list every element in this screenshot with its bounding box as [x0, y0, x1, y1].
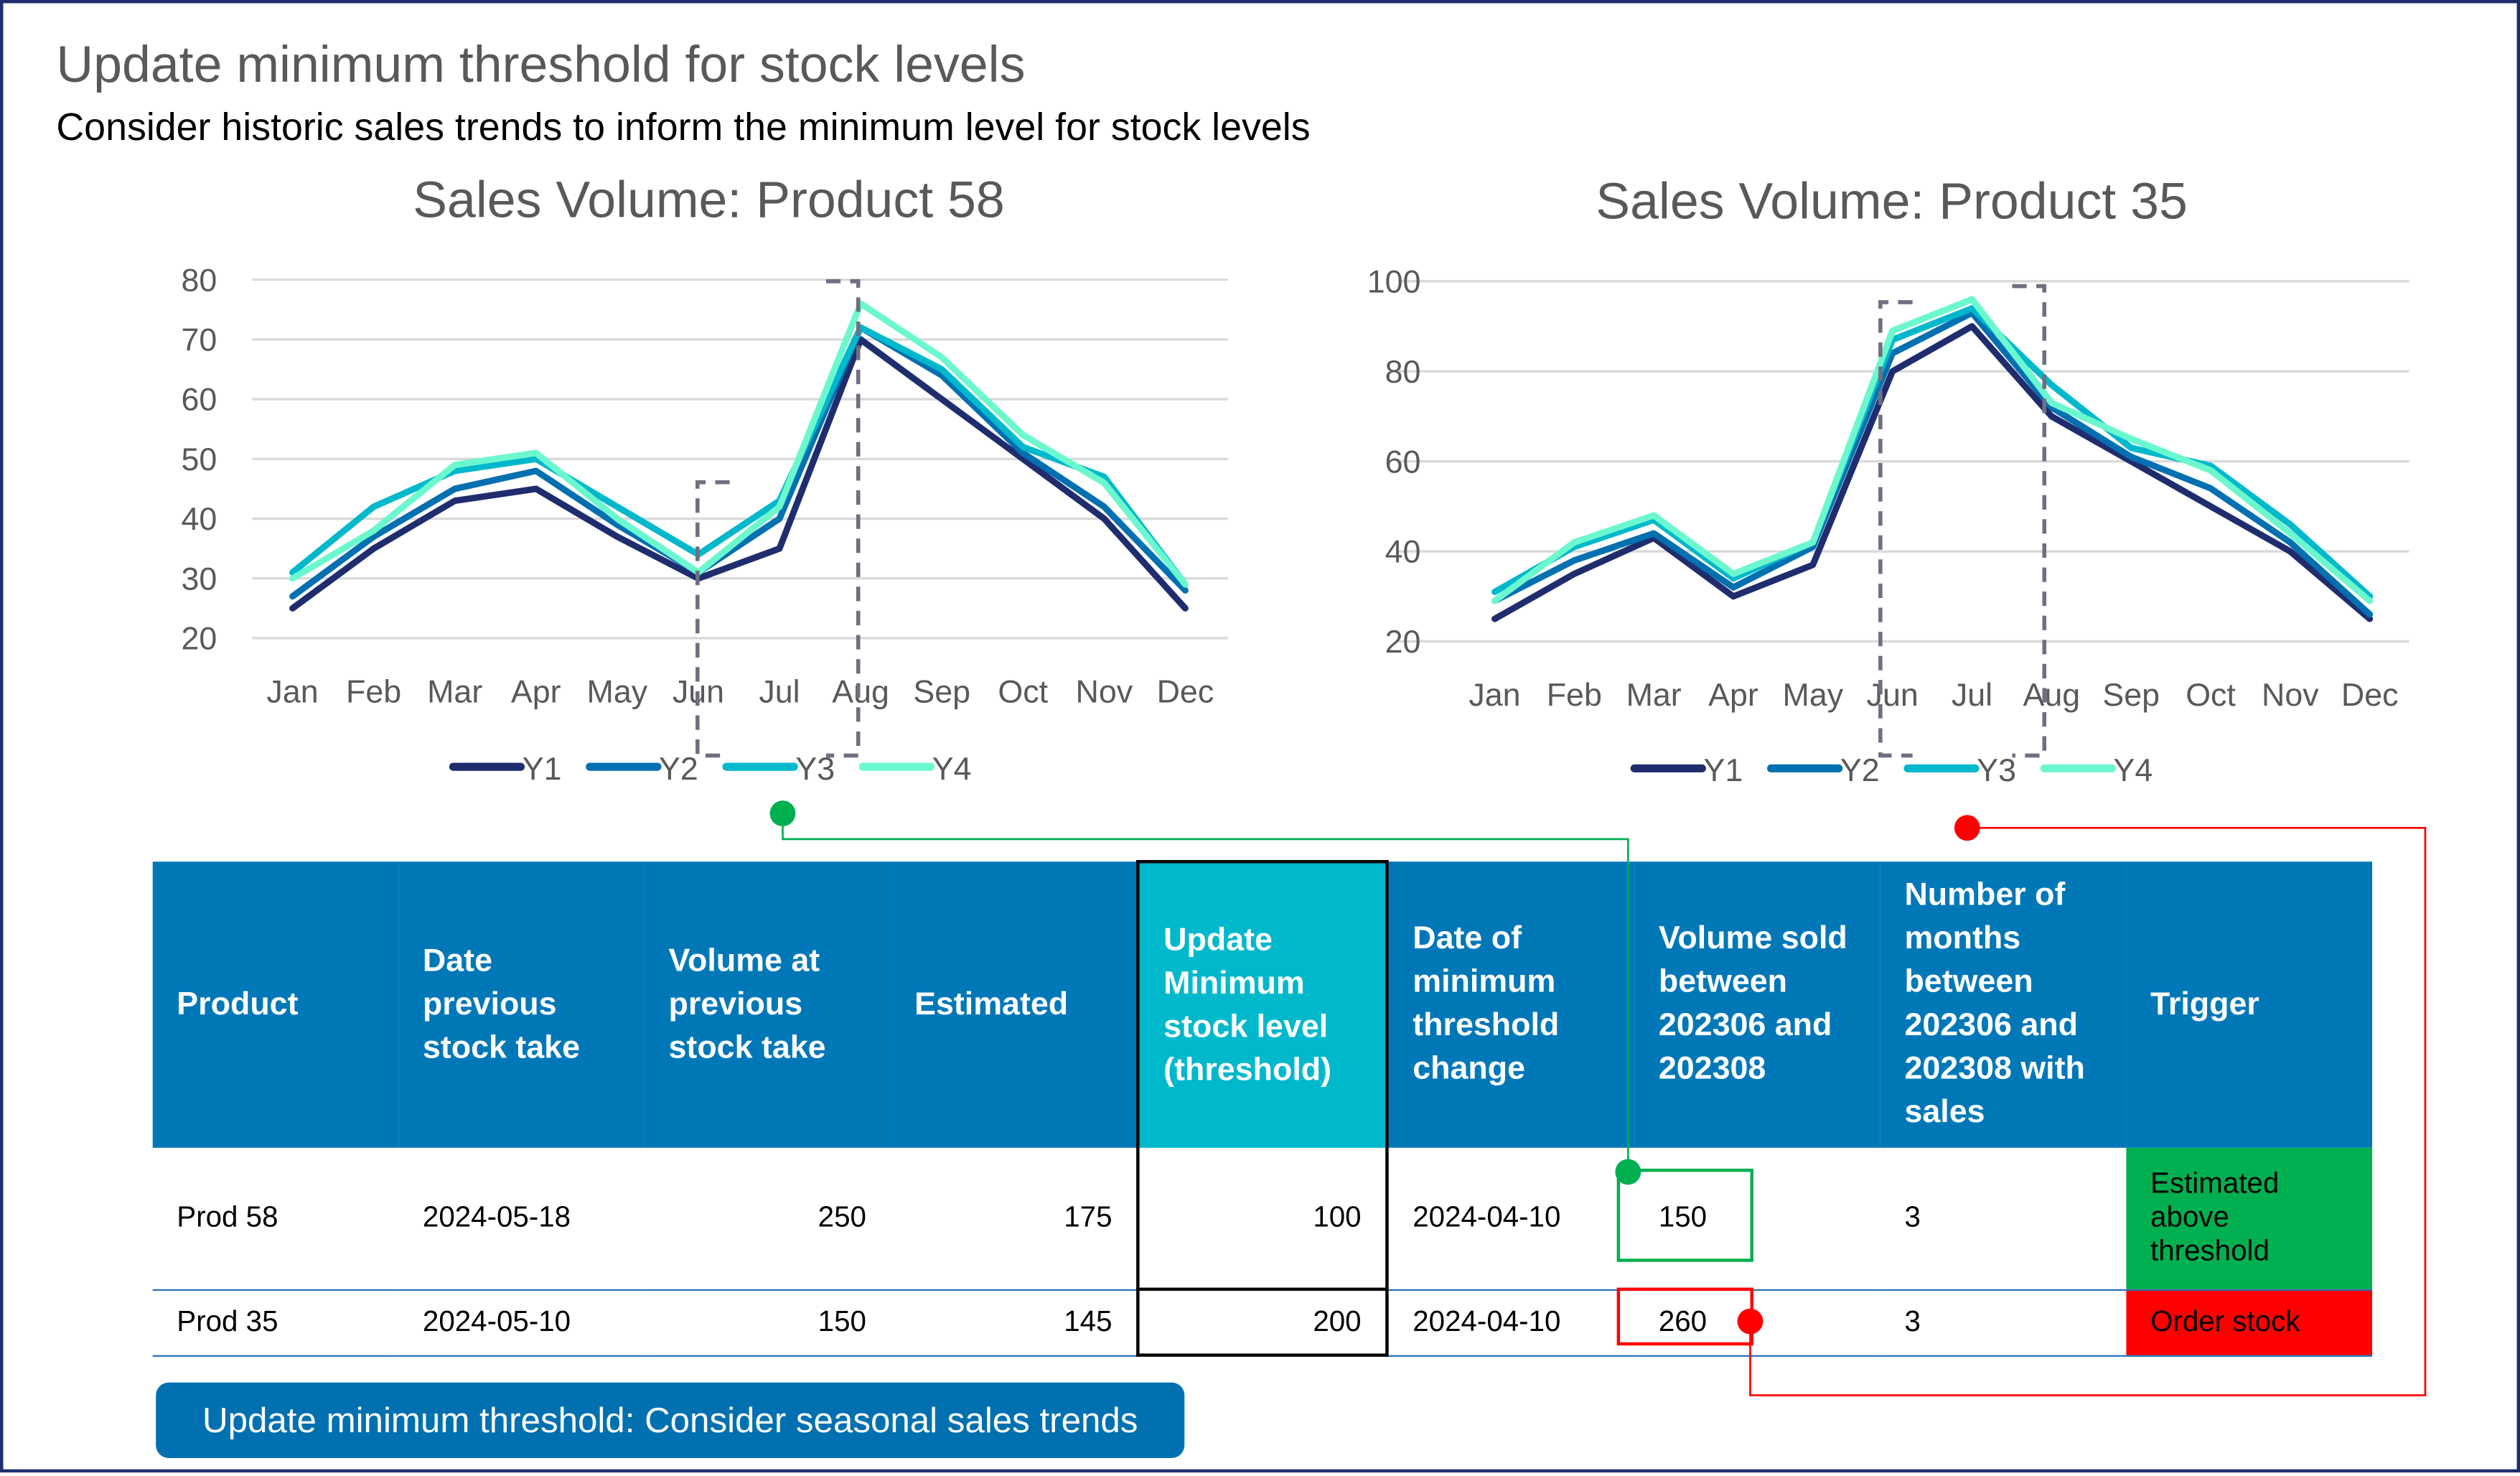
highlight-bracket [2012, 284, 2047, 758]
legend-label: Y4 [2114, 752, 2153, 788]
x-tick-label: Jul [1952, 677, 1992, 713]
col-header: Product [152, 861, 399, 1148]
x-tick-label: Apr [1708, 677, 1758, 713]
page-title: Update minimum threshold for stock level… [56, 35, 1026, 93]
table-row: Prod 35 2024-05-10 150 145 200 2024-04-1… [152, 1289, 2373, 1357]
connector-red [1749, 826, 2427, 1396]
connector-overlay [769, 800, 2427, 1396]
y-tick-label: 60 [181, 382, 217, 418]
legend-label: Y1 [1704, 752, 1743, 788]
connector-green [782, 813, 1629, 1172]
x-tick-label: Jul [759, 674, 800, 710]
x-tick-label: Feb [1547, 677, 1602, 713]
x-tick-label: Dec [2341, 677, 2399, 713]
trigger-badge: Estimated above threshold [2126, 1147, 2373, 1290]
cell-estimated: 175 [890, 1147, 1138, 1290]
y-tick-label: 20 [181, 621, 217, 657]
connector-dot [769, 800, 796, 826]
x-tick-label: Sep [913, 674, 970, 710]
cell-product: Prod 35 [152, 1289, 399, 1356]
y-tick-label: 80 [181, 262, 217, 298]
x-tick-label: Mar [1626, 677, 1682, 713]
cell-volume: 250 [644, 1147, 891, 1290]
x-tick-label: Sep [2102, 677, 2160, 713]
col-header: Volume at previous stock take [644, 861, 891, 1148]
x-tick-label: Jan [1469, 677, 1520, 713]
legend-label: Y4 [932, 751, 972, 787]
col-header: Estimated [890, 861, 1138, 1148]
col-header: Date previous stock take [398, 861, 645, 1148]
x-tick-label: Jan [266, 674, 318, 710]
x-tick-label: Aug [832, 674, 889, 710]
series-line-y2 [1491, 309, 2374, 618]
series-line-y4 [289, 300, 1189, 588]
y-tick-label: 40 [1385, 534, 1421, 570]
x-tick-label: Mar [427, 674, 482, 710]
x-tick-label: May [587, 674, 648, 710]
threshold-input[interactable]: 200 [1136, 1289, 1389, 1357]
col-header: Number of months between 202306 and 2023… [1880, 861, 2127, 1148]
series-line-y4 [1491, 296, 2374, 604]
y-tick-label: 100 [1367, 264, 1421, 300]
col-header: Volume sold between 202306 and 202308 [1634, 861, 1880, 1148]
highlight-box-green [1616, 1168, 1753, 1262]
y-tick-label: 60 [1385, 444, 1421, 480]
trigger-badge: Order stock [2126, 1289, 2373, 1356]
y-tick-label: 20 [1385, 624, 1421, 660]
series-line-y1 [289, 336, 1189, 612]
cell-months: 3 [1880, 1289, 2127, 1356]
series-line-y3 [1491, 305, 2374, 600]
cell-date-change: 2024-04-10 [1387, 1147, 1635, 1290]
chart-title-product-58: Sales Volume: Product 58 [413, 170, 1005, 228]
y-tick-label: 50 [181, 442, 217, 477]
table-row: Prod 58 2024-05-18 250 175 100 2024-04-1… [152, 1147, 2373, 1292]
y-tick-label: 40 [181, 501, 217, 537]
highlight-bracket [825, 279, 861, 758]
x-tick-label: Nov [1076, 674, 1133, 710]
x-tick-label: Aug [2023, 677, 2081, 713]
x-tick-label: May [1783, 677, 1844, 713]
legend-label: Y2 [659, 751, 698, 787]
col-header: Trigger [2126, 861, 2373, 1148]
x-tick-label: Jun [1867, 677, 1919, 713]
connector-dot [1954, 815, 1980, 841]
col-header: Date of minimum threshold change [1387, 861, 1635, 1148]
cell-date-change: 2024-04-10 [1387, 1289, 1635, 1356]
x-tick-label: Oct [998, 674, 1048, 710]
x-tick-label: Apr [511, 674, 561, 710]
cell-volume: 150 [644, 1289, 891, 1356]
cell-estimated: 145 [890, 1289, 1138, 1356]
x-tick-label: Dec [1157, 674, 1214, 710]
y-tick-label: 30 [181, 561, 217, 597]
legend-label: Y3 [1977, 752, 2016, 788]
connector-dot [1615, 1159, 1641, 1185]
y-tick-label: 70 [181, 322, 217, 358]
page-subtitle: Consider historic sales trends to inform… [56, 106, 1311, 150]
x-tick-label: Nov [2262, 677, 2319, 713]
charts-overlay: 20 30 40 50 60 70 80 Jan Feb Mar Apr May Jun Jul Aug Se… [181, 262, 2409, 788]
legend-label: Y2 [1840, 752, 1880, 788]
col-header-threshold: Update Minimum stock level (threshold) [1136, 859, 1389, 1148]
y-tick-label: 80 [1385, 354, 1421, 390]
chart-title-product-35: Sales Volume: Product 35 [1596, 172, 2188, 230]
stock-table: Product Date previous stock take Volume … [152, 859, 2373, 1357]
cell-date: 2024-05-10 [398, 1289, 645, 1356]
x-tick-label: Oct [2186, 677, 2236, 713]
highlight-bracket [695, 480, 730, 758]
threshold-input[interactable]: 100 [1136, 1147, 1389, 1292]
series-line-y1 [1491, 323, 2374, 622]
series-line-y2 [289, 324, 1189, 600]
connector-dot [1737, 1308, 1763, 1335]
update-threshold-button[interactable]: Update minimum threshold: Consider seaso… [156, 1382, 1185, 1458]
cell-product: Prod 58 [152, 1147, 399, 1290]
cell-date: 2024-05-18 [398, 1147, 645, 1290]
highlight-box-red [1616, 1287, 1753, 1346]
x-tick-label: Feb [346, 674, 401, 710]
legend-label: Y1 [523, 751, 562, 787]
cell-months: 3 [1880, 1147, 2127, 1290]
